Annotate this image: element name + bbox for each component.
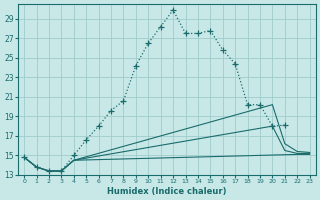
X-axis label: Humidex (Indice chaleur): Humidex (Indice chaleur): [107, 187, 227, 196]
